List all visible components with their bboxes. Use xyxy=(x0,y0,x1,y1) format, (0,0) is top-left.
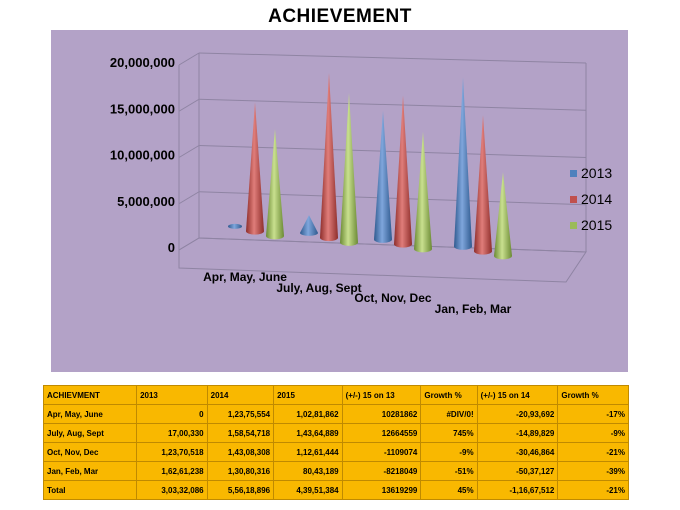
row-label-cell: July, Aug, Sept xyxy=(42,423,138,443)
table-row: July, Aug, Sept 17,00,330 1,58,54,718 1,43,… xyxy=(42,423,629,443)
table-cell: -51% xyxy=(420,461,478,481)
cone-2013-0 xyxy=(228,223,242,229)
row-label-cell: Jan, Feb, Mar xyxy=(42,461,138,481)
gridline xyxy=(178,52,200,66)
header-cell: Growth % xyxy=(420,385,478,405)
table-row: Total 3,03,32,086 5,56,18,896 4,39,51,384 13… xyxy=(42,480,629,500)
table-header-row: ACHIEVMENT 2013 2014 2015 (+/-) 15 on 13… xyxy=(42,385,629,405)
table-cell: 3,03,32,086 xyxy=(136,480,208,500)
table-row: Oct, Nov, Dec 1,23,70,518 1,43,08,308 1,12,… xyxy=(42,442,629,462)
table-cell: -1109074 xyxy=(341,442,422,462)
table-cell: 4,39,51,384 xyxy=(273,480,343,500)
gridline xyxy=(198,191,587,206)
table-cell: 1,02,81,862 xyxy=(273,404,343,424)
table-cell: -20,93,692 xyxy=(476,404,559,424)
table-cell: 17,00,330 xyxy=(136,423,208,443)
table-cell: 45% xyxy=(420,480,478,500)
header-cell: ACHIEVMENT xyxy=(42,385,138,405)
table-cell: 1,12,61,444 xyxy=(273,442,343,462)
gridline xyxy=(178,145,200,158)
table-cell: 13619299 xyxy=(341,480,422,500)
row-label-cell: Apr, May, June xyxy=(42,404,138,424)
table-cell: 80,43,189 xyxy=(273,461,343,481)
y-tick-label: 10,000,000 xyxy=(110,148,175,163)
table-row: Apr, May, June 0 1,23,75,554 1,02,81,862 102… xyxy=(42,404,629,424)
table-cell: -30,46,864 xyxy=(476,442,559,462)
legend-swatch xyxy=(570,222,577,229)
legend-label: 2014 xyxy=(581,191,612,207)
y-tick-label: 15,000,000 xyxy=(110,101,175,116)
table-cell: 1,23,70,518 xyxy=(136,442,208,462)
category-label: Apr, May, June xyxy=(203,270,287,284)
cone-2015-2 xyxy=(414,131,432,253)
table-cell: -1,16,67,512 xyxy=(476,480,559,500)
table-cell: -9% xyxy=(557,423,629,443)
gridline xyxy=(198,98,587,111)
cone-2015-1 xyxy=(340,92,358,246)
legend-label: 2015 xyxy=(581,217,612,233)
y-tick-label: 5,000,000 xyxy=(117,194,175,209)
chart-floor xyxy=(178,237,587,283)
cone-2013-1 xyxy=(300,215,318,236)
legend-swatch xyxy=(570,170,577,177)
y-tick-label: 0 xyxy=(168,240,175,255)
legend-label: 2013 xyxy=(581,165,612,181)
header-cell: 2015 xyxy=(273,385,343,405)
table-cell: -17% xyxy=(557,404,629,424)
gridline xyxy=(178,191,200,205)
table-cell: -21% xyxy=(557,442,629,462)
table-cell: 1,23,75,554 xyxy=(206,404,275,424)
row-label-cell: Total xyxy=(42,480,138,500)
table-cell: -21% xyxy=(557,480,629,500)
table-cell: 5,56,18,896 xyxy=(206,480,275,500)
table-cell: 1,43,08,308 xyxy=(206,442,275,462)
header-cell: 2013 xyxy=(136,385,208,405)
table-cell: -50,37,127 xyxy=(476,461,559,481)
header-cell: (+/-) 15 on 14 xyxy=(476,385,559,405)
table-cell: -14,89,829 xyxy=(476,423,559,443)
table-cell: 1,30,80,316 xyxy=(206,461,275,481)
gridline xyxy=(178,98,200,112)
table-cell: 12664559 xyxy=(341,423,422,443)
cone-2014-1 xyxy=(320,72,338,242)
table-cell: 1,43,64,889 xyxy=(273,423,343,443)
table-cell: 10281862 xyxy=(341,404,422,424)
category-label: July, Aug, Sept xyxy=(276,281,361,295)
header-cell: 2014 xyxy=(206,385,275,405)
achievement-table: ACHIEVMENT 2013 2014 2015 (+/-) 15 on 13… xyxy=(42,385,629,500)
gridline xyxy=(198,145,587,158)
category-label: Jan, Feb, Mar xyxy=(435,302,512,316)
table-cell: -9% xyxy=(420,442,478,462)
cone-2014-0 xyxy=(246,102,264,235)
table-cell: #DIV/0! xyxy=(420,404,478,424)
chart-panel: 0 5,000,000 10,000,000 15,000,000 20,000,000… xyxy=(51,30,628,372)
table-cell: 745% xyxy=(420,423,478,443)
table-cell: 1,62,61,238 xyxy=(136,461,208,481)
table-cell: -8218049 xyxy=(341,461,422,481)
cone-2015-0 xyxy=(266,128,284,240)
cone-2013-3 xyxy=(454,77,472,250)
gridline xyxy=(198,52,587,64)
cone-chart: 0 5,000,000 10,000,000 15,000,000 20,000,000… xyxy=(110,52,612,316)
legend-swatch xyxy=(570,196,577,203)
header-cell: (+/-) 15 on 13 xyxy=(341,385,422,405)
cone-2013-2 xyxy=(374,110,392,243)
table-cell: 1,58,54,718 xyxy=(206,423,275,443)
table-cell: -39% xyxy=(557,461,629,481)
header-cell: Growth % xyxy=(557,385,629,405)
page-title: ACHIEVEMENT xyxy=(268,6,412,27)
cone-2015-3 xyxy=(494,172,512,260)
y-tick-label: 20,000,000 xyxy=(110,55,175,70)
cone-2014-2 xyxy=(394,95,412,248)
category-label: Oct, Nov, Dec xyxy=(354,291,431,305)
cone-2014-3 xyxy=(474,115,492,255)
row-label-cell: Oct, Nov, Dec xyxy=(42,442,138,462)
table-cell: 0 xyxy=(136,404,208,424)
table-row: Jan, Feb, Mar 1,62,61,238 1,30,80,316 80,43… xyxy=(42,461,629,481)
